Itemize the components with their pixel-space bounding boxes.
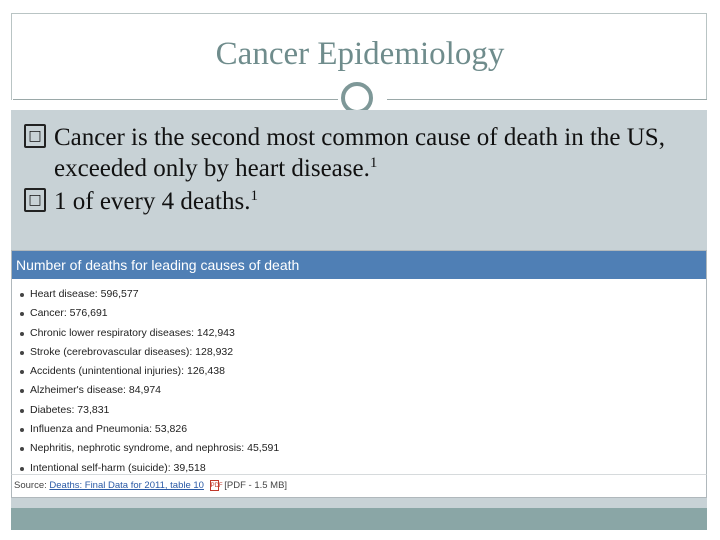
list-item: Cancer: 576,691 (12, 304, 706, 323)
circle-ornament-icon (341, 82, 373, 114)
pdf-icon: PDF (209, 479, 223, 491)
source-link[interactable]: Deaths: Final Data for 2011, table 10 (49, 480, 204, 491)
bullet-glyph-icon: □ (24, 188, 46, 212)
list-item: Intentional self-harm (suicide): 39,518 (12, 459, 706, 478)
list-item: Chronic lower respiratory diseases: 142,… (12, 324, 706, 343)
bullet-reference: 1 (250, 188, 258, 204)
deaths-list: Heart disease: 596,577 Cancer: 576,691 C… (12, 285, 706, 478)
title-frame (11, 13, 707, 100)
bullet-item: □ Cancer is the second most common cause… (24, 122, 694, 184)
list-item: Stroke (cerebrovascular diseases): 128,9… (12, 343, 706, 362)
list-item: Nephritis, nephrotic syndrome, and nephr… (12, 439, 706, 458)
bullet-text: Cancer is the second most common cause o… (54, 124, 665, 182)
list-item: Alzheimer's disease: 84,974 (12, 381, 706, 400)
source-bar: Source: Deaths: Final Data for 2011, tab… (11, 474, 707, 498)
source-label: Source: (14, 480, 47, 491)
bullet-list: □ Cancer is the second most common cause… (24, 122, 694, 219)
bullet-reference: 1 (369, 155, 378, 171)
source-size: [PDF - 1.5 MB] (224, 480, 288, 491)
bullet-item: □ 1 of every 4 deaths.1 (24, 186, 694, 217)
list-item: Heart disease: 596,577 (12, 285, 706, 304)
bullet-glyph-icon: □ (24, 124, 46, 148)
title-rule-left (13, 99, 338, 100)
deaths-table-card: Number of deaths for leading causes of d… (11, 250, 707, 498)
slide-title: Cancer Epidemiology (215, 36, 505, 72)
list-item: Accidents (unintentional injuries): 126,… (12, 362, 706, 381)
list-item: Influenza and Pneumonia: 53,826 (12, 420, 706, 439)
list-item: Diabetes: 73,831 (12, 401, 706, 420)
bottom-accent-strip (11, 508, 707, 530)
bullet-text: 1 of every 4 deaths. (54, 188, 251, 215)
deaths-table-heading: Number of deaths for leading causes of d… (12, 251, 706, 279)
title-rule-right (387, 99, 707, 100)
